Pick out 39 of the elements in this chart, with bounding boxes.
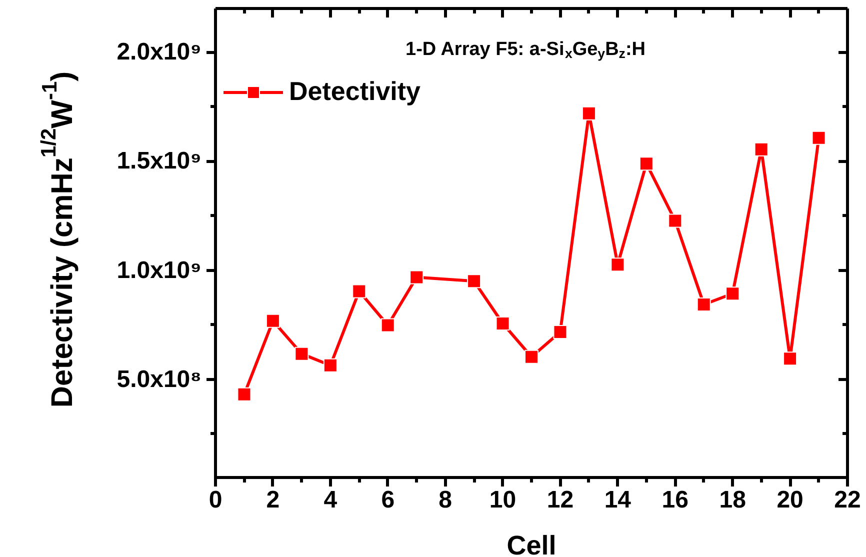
x-tick-label: 14 — [604, 486, 632, 514]
x-tick-label: 6 — [381, 486, 395, 514]
x-tick-label: 16 — [662, 486, 688, 514]
x-tick-label: 0 — [208, 486, 222, 514]
point — [553, 325, 568, 339]
point — [380, 318, 395, 332]
y-tick-label: 1.5x10⁹ — [116, 148, 202, 175]
point — [496, 316, 510, 330]
x-tick-label: 20 — [776, 486, 804, 514]
point — [754, 142, 768, 156]
point — [237, 387, 252, 402]
point — [410, 270, 424, 284]
point — [352, 284, 366, 298]
point — [266, 314, 280, 328]
point — [639, 156, 654, 171]
point — [610, 258, 625, 272]
x-tick-label: 22 — [834, 486, 861, 514]
point — [467, 274, 482, 288]
y-axis-title: Detectivity (cmHz1/2W-1) — [38, 71, 79, 408]
point — [812, 130, 826, 145]
x-tick-label: 8 — [438, 486, 452, 514]
x-tick-label: 18 — [719, 486, 746, 514]
point — [323, 358, 338, 372]
legend-label: Detectivity — [289, 76, 420, 107]
point — [726, 286, 740, 301]
point — [294, 346, 309, 361]
point — [696, 298, 711, 312]
y-tick-label: 1.0x10⁹ — [116, 256, 202, 284]
x-tick-label: 10 — [489, 486, 516, 514]
x-axis-title: Cell — [506, 530, 556, 557]
point — [524, 350, 538, 364]
point — [783, 352, 798, 366]
x-tick-label: 2 — [266, 486, 280, 514]
point — [582, 106, 596, 120]
y-tick-label: 2.0x10⁹ — [116, 38, 202, 66]
point — [668, 214, 682, 228]
x-tick-label: 12 — [546, 486, 574, 514]
x-tick-label: 4 — [324, 486, 338, 514]
y-tick-label: 5.0x10⁸ — [116, 366, 202, 393]
